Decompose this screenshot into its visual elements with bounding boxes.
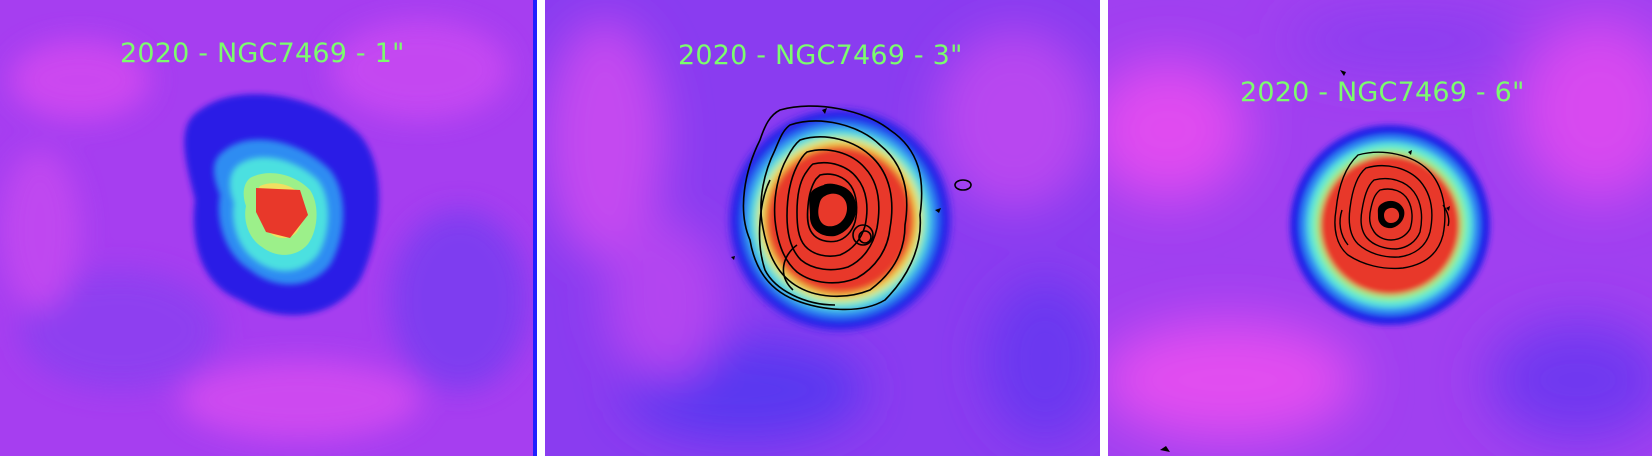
panel-3-label: 2020 - NGC7469 - 6" [1240,77,1525,108]
panel-separator [533,0,537,456]
panel-3-contours [1334,151,1450,270]
panel-1-label: 2020 - NGC7469 - 1" [120,38,405,69]
panel-3-map [1108,0,1652,456]
panel-2-map [545,0,1100,456]
panel-2-contours [742,105,972,311]
panel-2-image: 2020 - NGC7469 - 3" [545,0,1100,456]
panel-2-label: 2020 - NGC7469 - 3" [678,40,963,71]
panel-1-map [0,0,533,456]
panel-1-image: 2020 - NGC7469 - 1" [0,0,533,456]
panel-3-image: 2020 - NGC7469 - 6" [1108,0,1652,456]
